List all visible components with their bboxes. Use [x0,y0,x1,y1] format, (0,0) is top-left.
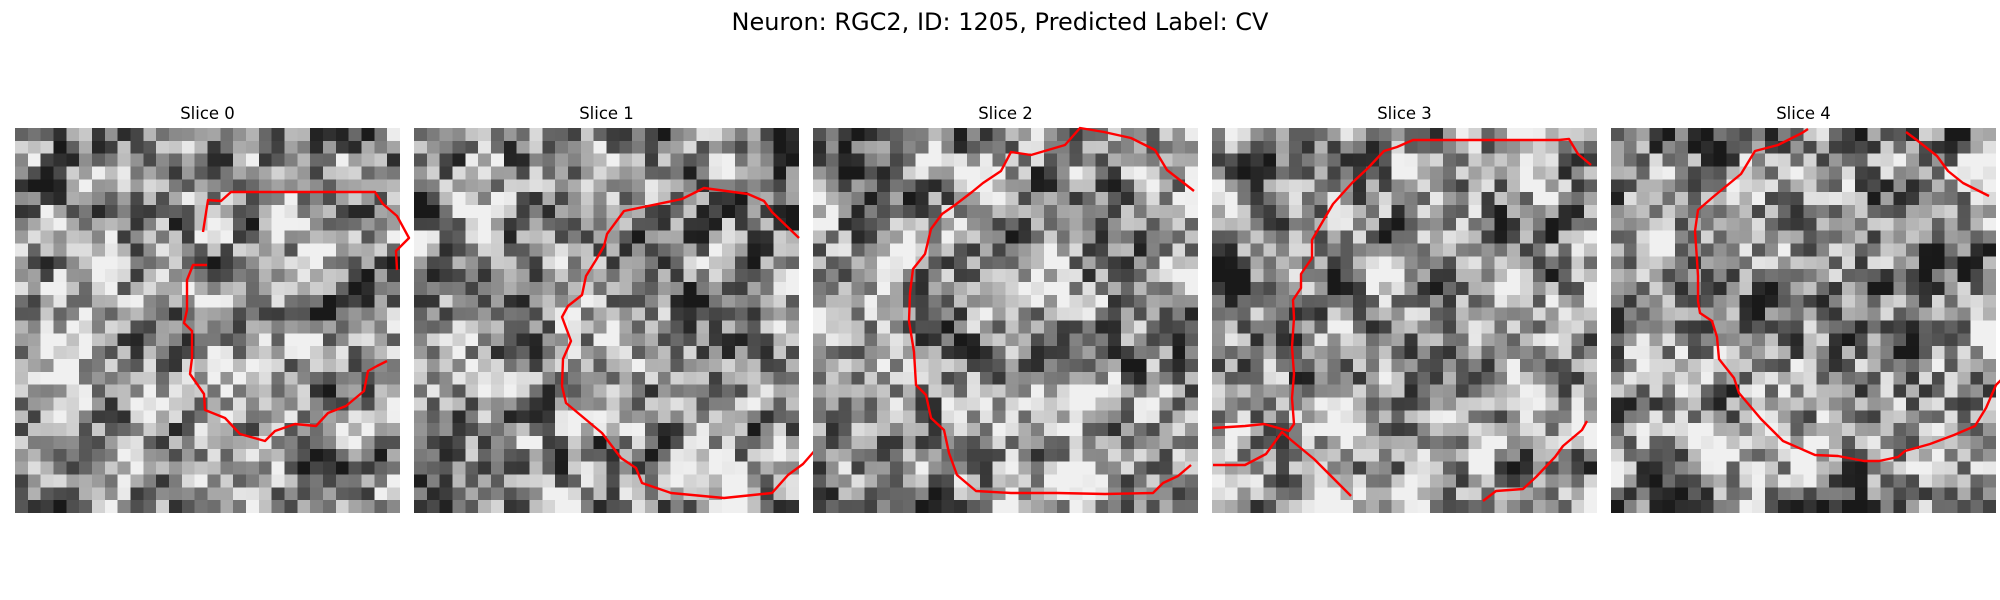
slice-image [813,128,1198,513]
contour-overlay [1212,137,1592,502]
contour-overlay [560,186,845,500]
slice-image [1212,128,1597,513]
contour-line [1482,420,1589,502]
contour-overlay [182,190,411,443]
slice-panel-4: Slice 4 [1611,104,2000,513]
contour-line [1212,137,1592,433]
figure-title: Neuron: RGC2, ID: 1205, Predicted Label:… [731,8,1269,36]
slice-panel-3: Slice 3 [1212,104,1597,513]
slice-title: Slice 1 [579,104,634,123]
contour-line [560,186,845,500]
contour-overlay [1693,128,2000,463]
slice-panel-1: Slice 1 [414,104,845,513]
slice-title: Slice 3 [1377,104,1432,123]
contour-line [1693,128,2000,463]
contour-line [1213,430,1352,497]
slice-title: Slice 2 [978,104,1033,123]
slice-title: Slice 0 [180,104,235,123]
contour-overlay [907,126,1195,496]
contour-line [182,263,388,443]
slice-title: Slice 4 [1776,104,1831,123]
slice-panel-0: Slice 0 [15,104,411,513]
contour-line [1905,131,1990,198]
contour-line [201,190,411,271]
contour-line [907,126,1195,496]
slice-panel-2: Slice 2 [813,104,1198,513]
